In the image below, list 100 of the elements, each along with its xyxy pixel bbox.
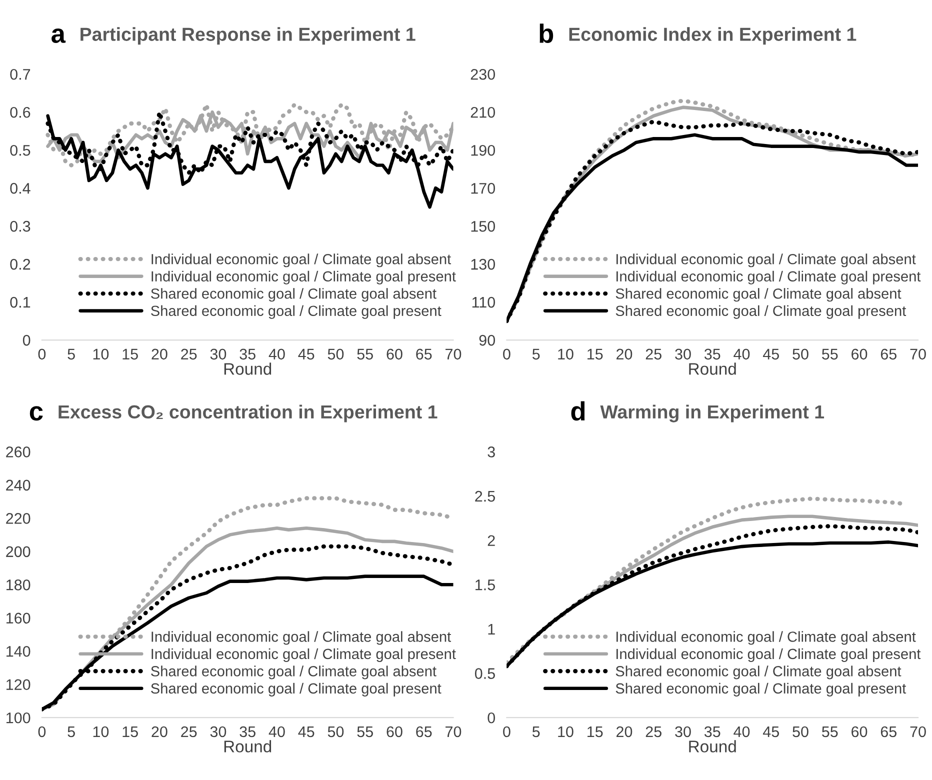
x-tick-label: 55 (822, 348, 838, 360)
y-tick-label: 260 (6, 446, 30, 458)
y-tick-label: 0.6 (10, 106, 30, 118)
legend-label: Individual economic goal / Climate goal present (152, 270, 456, 284)
y-tick-label: 190 (471, 144, 496, 156)
x-tick-label: 15 (588, 348, 603, 360)
x-tick-label: 30 (675, 348, 691, 360)
x-tick-label: 40 (268, 726, 285, 738)
x-tick-label: 70 (446, 348, 462, 360)
legend-label: Individual economic goal / Climate goal present (616, 648, 921, 662)
y-tick-label: 1.5 (476, 580, 495, 590)
x-tick-label: 50 (792, 348, 808, 360)
y-tick-label: 240 (6, 480, 30, 491)
legend-label: Shared economic goal / Climate goal present (616, 682, 906, 696)
x-tick-label: 10 (93, 348, 109, 360)
x-tick-label: 15 (122, 726, 138, 738)
x-tick-label: 20 (616, 726, 632, 738)
y-tick-label: 0.1 (10, 296, 30, 308)
y-tick-label: 230 (470, 68, 496, 80)
x-tick-label: 20 (152, 348, 168, 360)
x-tick-label: 30 (210, 348, 226, 360)
x-tick-label: 10 (93, 726, 109, 738)
chart-title: Excess CO₂ concentration in Experiment 1 (58, 404, 438, 422)
x-tick-label: 5 (68, 348, 75, 360)
x-tick-label: 35 (704, 726, 720, 738)
chart-title: Warming in Experiment 1 (600, 404, 824, 422)
x-tick-label: 70 (446, 726, 462, 738)
chart-title: Economic Index in Experiment 1 (569, 27, 856, 45)
x-axis-title: Round (689, 362, 736, 375)
x-tick-label: 60 (852, 726, 868, 738)
x-tick-label: 5 (532, 348, 540, 360)
x-tick-label: 50 (328, 348, 344, 360)
line-series (46, 114, 454, 209)
x-tick-label: 70 (910, 348, 926, 360)
legend-label: Shared economic goal / Climate goal absent (616, 288, 902, 302)
x-tick-label: 60 (386, 726, 402, 738)
legend-label: Individual economic goal / Climate goal present (616, 270, 921, 284)
legend-label: Shared economic goal / Climate goal absent (151, 288, 436, 302)
chart-title: Participant Response in Experiment 1 (80, 27, 416, 45)
x-tick-label: 50 (792, 726, 808, 738)
text: c (30, 406, 43, 421)
x-tick-label: 20 (152, 726, 168, 738)
y-tick-label: 100 (6, 712, 30, 724)
x-tick-label: 10 (558, 348, 574, 360)
x-tick-label: 15 (122, 348, 138, 360)
y-tick-label: 0.2 (10, 258, 30, 270)
y-tick-label: 130 (471, 258, 496, 270)
x-tick-label: 0 (38, 348, 46, 360)
y-tick-label: 120 (6, 679, 30, 690)
x-tick-label: 40 (268, 348, 285, 360)
x-tick-label: 30 (210, 726, 226, 738)
x-tick-label: 25 (181, 348, 197, 360)
x-tick-label: 35 (240, 726, 256, 738)
y-tick-label: 0.4 (10, 182, 30, 194)
x-tick-label: 30 (675, 726, 691, 738)
x-tick-label: 70 (910, 726, 926, 738)
x-tick-label: 65 (880, 726, 896, 738)
x-axis-title: Round (224, 362, 272, 375)
x-tick-label: 5 (68, 726, 75, 738)
x-tick-label: 20 (616, 348, 632, 360)
legend-label: Shared economic goal / Climate goal absent (151, 666, 436, 680)
x-axis-title: Round (224, 740, 272, 752)
x-tick-label: 25 (181, 726, 197, 738)
legend-label: Shared economic goal / Climate goal present (151, 682, 442, 696)
x-tick-label: 35 (704, 348, 720, 360)
legend-label: Individual economic goal / Climate goal absent (152, 254, 452, 268)
x-tick-label: 35 (240, 348, 256, 360)
y-tick-label: 200 (6, 546, 30, 558)
line-series (46, 102, 454, 168)
y-tick-label: 2.5 (475, 490, 495, 502)
x-tick-label: 65 (416, 348, 432, 360)
y-tick-label: 150 (471, 220, 496, 232)
x-tick-label: 0 (503, 348, 510, 360)
x-tick-label: 55 (357, 726, 373, 738)
legend-label: Individual economic goal / Climate goal absent (152, 631, 452, 645)
y-tick-label: 90 (479, 334, 496, 346)
x-tick-label: 45 (762, 348, 779, 360)
legend-label: Individual economic goal / Climate goal absent (616, 631, 916, 645)
x-tick-label: 65 (880, 348, 896, 360)
x-tick-label: 0 (38, 726, 46, 738)
x-tick-label: 60 (386, 348, 402, 360)
legend-label: Individual economic goal / Climate goal present (152, 648, 456, 662)
legend-label: Shared economic goal / Climate goal absent (616, 666, 902, 680)
x-tick-label: 0 (503, 726, 510, 738)
y-tick-label: 180 (6, 580, 30, 590)
legend-label: Shared economic goal / Climate goal present (616, 305, 906, 319)
x-tick-label: 10 (558, 726, 574, 738)
y-tick-label: 0.7 (10, 68, 30, 80)
x-tick-label: 45 (298, 726, 314, 738)
x-tick-label: 50 (328, 726, 344, 738)
y-tick-label: 0.5 (10, 144, 30, 156)
y-tick-label: 160 (6, 612, 30, 624)
y-tick-label: 0 (488, 712, 496, 724)
y-tick-label: 3 (488, 446, 495, 458)
legend-label: Shared economic goal / Climate goal present (151, 305, 442, 319)
x-tick-label: 15 (588, 726, 603, 738)
legend-label: Individual economic goal / Climate goal absent (616, 254, 916, 268)
y-tick-label: 220 (6, 513, 30, 524)
y-tick-label: 140 (6, 646, 30, 657)
text: a (52, 28, 66, 43)
